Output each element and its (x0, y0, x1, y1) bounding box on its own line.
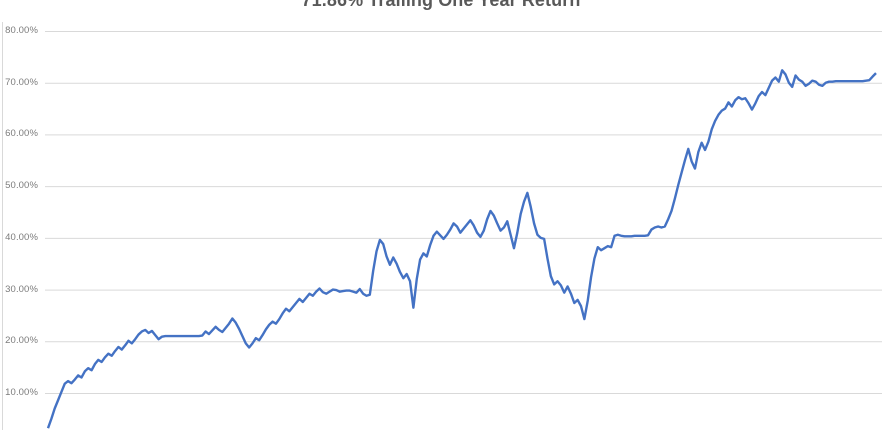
y-axis-tick-label: 60.00% (5, 128, 38, 140)
y-axis-tick-label: 40.00% (5, 231, 38, 243)
y-axis-tick-label: 10.00% (5, 387, 38, 398)
gridlines (45, 31, 882, 394)
y-axis-tick-label: 70.00% (5, 76, 38, 88)
data-series-line (46, 69, 877, 429)
y-axis-tick-label: 30.00% (5, 283, 38, 295)
y-axis-tick-label: 80.00% (5, 25, 38, 36)
chart-title: 71.86% Trailing One Year Return (301, 0, 581, 10)
y-axis-tick-label: 50.00% (5, 180, 38, 192)
y-axis-tick-label: 20.00% (5, 335, 38, 347)
